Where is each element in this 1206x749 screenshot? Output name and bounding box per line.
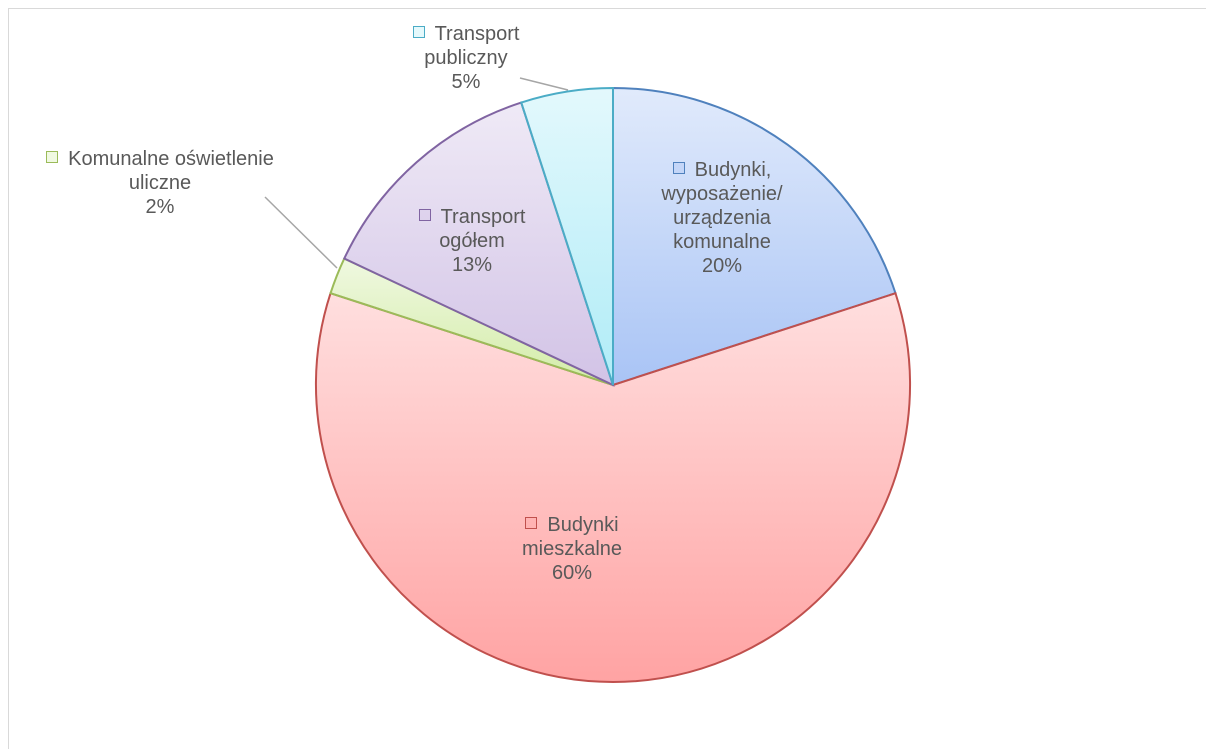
leader-line xyxy=(519,77,569,91)
pie-slice xyxy=(519,86,614,386)
slice-label: Transport publiczny 5% xyxy=(396,22,536,94)
value-label: 5% xyxy=(451,71,481,93)
category-label: Budynki mieszkalne xyxy=(521,514,623,560)
legend-marker xyxy=(525,517,538,529)
category-label: Budynki, wyposażenie/ urządzenia komunal… xyxy=(661,159,783,253)
slice-label: Budynki mieszkalne 60% xyxy=(502,513,642,585)
slice-label: Transport ogółem 13% xyxy=(397,205,547,277)
chart-border xyxy=(8,8,1206,749)
slice-label: Komunalne oświetlenie uliczne 2% xyxy=(20,147,300,219)
category-label: Transport publiczny xyxy=(424,23,520,69)
legend-marker xyxy=(46,151,59,163)
pie-slice xyxy=(342,101,615,387)
value-label: 2% xyxy=(145,196,175,218)
value-label: 60% xyxy=(551,562,593,584)
category-label: Komunalne oświetlenie uliczne xyxy=(68,148,274,194)
legend-marker xyxy=(412,26,425,38)
value-label: 13% xyxy=(451,254,493,276)
category-label: Transport ogółem xyxy=(439,206,526,252)
value-label: 20% xyxy=(701,255,743,277)
legend-marker xyxy=(418,209,431,221)
leader-line xyxy=(264,196,338,269)
legend-marker xyxy=(672,162,685,174)
pie-slice xyxy=(315,291,911,683)
slice-label: Budynki, wyposażenie/ urządzenia komunal… xyxy=(647,158,797,278)
